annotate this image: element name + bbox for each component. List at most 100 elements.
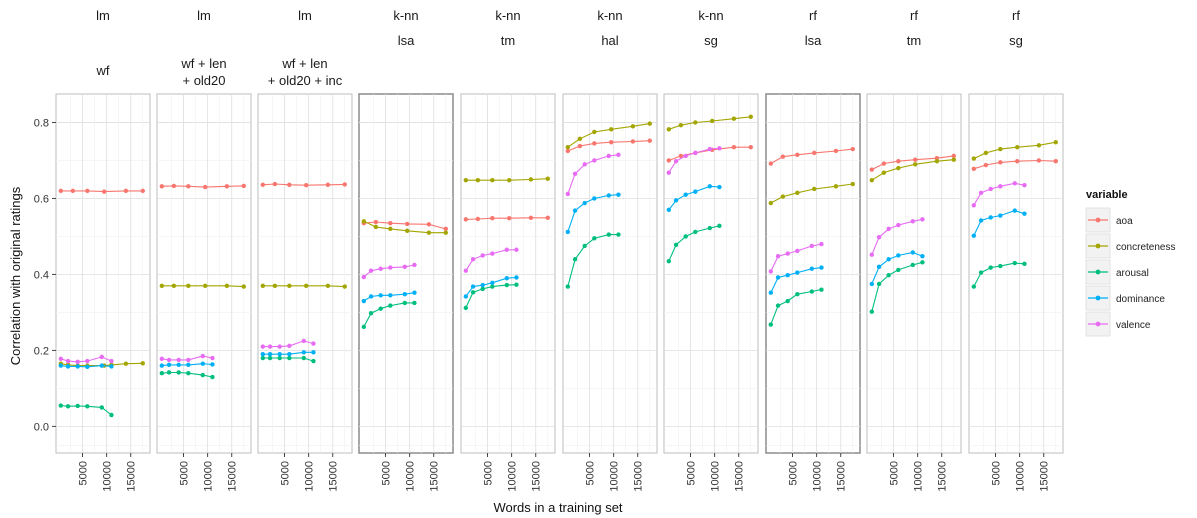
data-point-aoa — [528, 215, 534, 221]
data-point-valence — [75, 359, 80, 365]
data-point-dominance — [504, 276, 509, 281]
data-point-valence — [368, 268, 374, 273]
series-line-concreteness — [770, 183, 853, 204]
y-tick-label: 0.6 — [34, 193, 49, 205]
data-point-concreteness — [630, 124, 636, 129]
legend-title: variable — [1086, 189, 1128, 201]
panel-background — [562, 93, 658, 454]
data-point-dominance — [287, 352, 292, 357]
data-point-dominance — [200, 361, 205, 366]
data-point-aoa — [592, 141, 597, 146]
facet-strip-label: tm — [907, 33, 921, 48]
data-point-dominance — [910, 250, 915, 255]
x-axis-title: Words in a training set — [493, 500, 622, 515]
x-tick-label: 5000 — [78, 461, 90, 485]
data-point-dominance — [592, 196, 597, 201]
x-tick-label: 10000 — [812, 461, 824, 492]
data-point-aoa — [443, 226, 448, 232]
data-point-arousal — [402, 300, 407, 306]
data-point-valence — [402, 264, 407, 270]
data-point-valence — [301, 338, 306, 344]
data-point-arousal — [809, 289, 814, 294]
data-point-arousal — [412, 300, 417, 306]
series-line-concreteness — [973, 141, 1056, 160]
data-point-concreteness — [565, 144, 571, 150]
data-point-dominance — [819, 265, 824, 270]
data-point-dominance — [707, 184, 712, 189]
y-tick-label: 0.0 — [34, 421, 49, 433]
x-tick-label: 5000 — [686, 461, 698, 485]
data-point-arousal — [287, 355, 292, 361]
data-point-arousal — [186, 371, 191, 376]
data-point-concreteness — [388, 226, 393, 232]
data-point-concreteness — [693, 120, 698, 125]
data-point-dominance — [176, 362, 181, 368]
data-point-arousal — [971, 284, 977, 289]
data-point-dominance — [998, 213, 1003, 218]
data-point-arousal — [514, 282, 519, 287]
data-point-arousal — [920, 260, 925, 265]
data-point-dominance — [809, 266, 814, 271]
x-tick-label: 10000 — [405, 461, 417, 492]
data-point-aoa — [203, 184, 208, 190]
data-point-aoa — [507, 216, 512, 221]
data-point-valence — [683, 153, 688, 159]
data-point-arousal — [896, 267, 901, 273]
data-point-aoa — [678, 153, 684, 159]
legend-key-point — [1095, 321, 1101, 327]
data-point-valence — [592, 158, 597, 163]
data-point-valence — [85, 358, 90, 364]
data-point-concreteness — [507, 178, 512, 183]
panel-background — [460, 93, 556, 454]
data-point-valence — [978, 190, 984, 195]
data-point-aoa — [224, 184, 230, 189]
data-point-valence — [260, 344, 266, 349]
data-point-concreteness — [342, 284, 347, 289]
x-tick-label: 15000 — [429, 461, 441, 492]
data-point-arousal — [592, 236, 597, 241]
data-point-dominance — [876, 264, 882, 270]
data-point-concreteness — [1053, 140, 1058, 145]
data-point-concreteness — [123, 361, 129, 366]
data-point-valence — [616, 152, 621, 157]
data-point-arousal — [85, 404, 90, 409]
data-point-dominance — [301, 350, 306, 355]
x-tick-label: 10000 — [304, 461, 316, 492]
data-point-dominance — [480, 282, 485, 288]
facet-strip-label: rf — [910, 8, 918, 23]
panel-background — [55, 93, 151, 454]
data-point-aoa — [630, 139, 636, 144]
data-point-concreteness — [140, 361, 145, 366]
data-point-valence — [876, 235, 882, 240]
data-point-concreteness — [272, 283, 278, 289]
data-point-concreteness — [463, 178, 469, 183]
data-point-valence — [480, 253, 485, 258]
data-point-arousal — [470, 290, 476, 295]
data-point-arousal — [910, 262, 915, 268]
facet-strip-label: + old20 — [182, 73, 225, 88]
data-point-aoa — [260, 182, 266, 187]
data-point-aoa — [881, 161, 887, 166]
data-point-aoa — [123, 188, 129, 194]
data-point-aoa — [1053, 159, 1058, 164]
data-point-dominance — [572, 208, 578, 213]
data-point-dominance — [896, 253, 901, 258]
facet-strip-label: sg — [704, 33, 718, 48]
data-point-aoa — [159, 184, 165, 189]
data-point-concreteness — [951, 157, 956, 162]
data-point-dominance — [412, 290, 417, 295]
data-point-valence — [707, 146, 712, 152]
facet-strip-label: hal — [601, 33, 618, 48]
panel-background — [156, 93, 252, 454]
data-point-concreteness — [545, 176, 550, 181]
data-point-valence — [768, 269, 774, 274]
data-point-valence — [775, 254, 781, 259]
data-point-dominance — [166, 362, 172, 368]
data-point-aoa — [102, 189, 107, 194]
data-point-arousal — [886, 273, 891, 278]
data-point-arousal — [785, 298, 790, 304]
data-point-aoa — [780, 154, 786, 159]
data-point-arousal — [301, 355, 306, 361]
data-point-arousal — [277, 355, 282, 361]
data-point-aoa — [545, 215, 550, 221]
